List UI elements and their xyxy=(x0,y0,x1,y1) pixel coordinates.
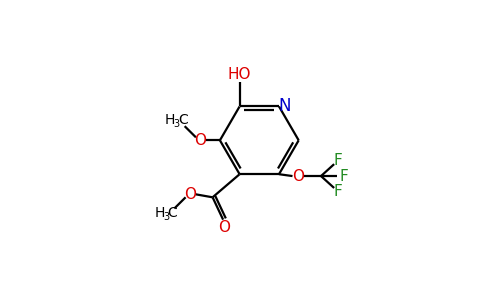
Text: H: H xyxy=(165,113,175,127)
Text: O: O xyxy=(184,187,196,202)
Text: N: N xyxy=(279,97,291,115)
Text: C: C xyxy=(178,113,188,127)
Text: O: O xyxy=(195,133,206,148)
Text: O: O xyxy=(292,169,304,184)
Text: F: F xyxy=(333,184,342,199)
Text: H: H xyxy=(154,206,165,220)
Text: 3: 3 xyxy=(163,212,169,222)
Text: HO: HO xyxy=(228,67,251,82)
Text: C: C xyxy=(167,206,177,220)
Text: 3: 3 xyxy=(173,119,180,129)
Text: F: F xyxy=(333,153,342,168)
Text: F: F xyxy=(339,169,348,184)
Text: O: O xyxy=(218,220,230,236)
